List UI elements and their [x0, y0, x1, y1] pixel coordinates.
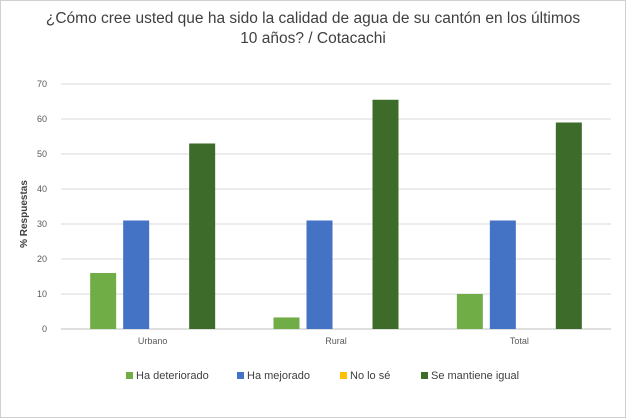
legend-label: Se mantiene igual: [431, 370, 519, 382]
legend-swatch: [340, 372, 347, 379]
bar: [273, 317, 300, 329]
bar: [189, 143, 216, 329]
bar: [123, 220, 150, 329]
legend-swatch: [126, 372, 133, 379]
y-tick-label: 70: [37, 79, 47, 89]
y-tick-label: 50: [37, 149, 47, 159]
y-tick-label: 40: [37, 184, 47, 194]
x-tick-label: Rural: [325, 336, 347, 346]
bar: [372, 99, 399, 329]
bar: [456, 294, 483, 329]
x-tick-label: Urbano: [138, 336, 168, 346]
legend-swatch: [237, 372, 244, 379]
bar: [555, 122, 582, 329]
legend-swatch: [421, 372, 428, 379]
y-tick-label: 60: [37, 114, 47, 124]
y-tick-label: 10: [37, 289, 47, 299]
bars: [90, 99, 582, 329]
y-axis-ticks: 0 10 20 30 40 50 60 70: [37, 79, 47, 334]
bar: [90, 273, 117, 329]
legend: Ha deteriorado Ha mejorado No lo sé Se mant…: [126, 370, 519, 382]
x-axis-ticks: Urbano Rural Total: [138, 336, 529, 346]
bar: [306, 220, 333, 329]
y-axis-title: % Respuestas: [19, 180, 30, 248]
gridlines: [61, 83, 611, 330]
y-tick-label: 0: [42, 324, 47, 334]
legend-label: Ha deteriorado: [136, 370, 209, 382]
chart-title: ¿Cómo cree usted que ha sido la calidad …: [45, 10, 581, 47]
x-tick-label: Total: [510, 336, 529, 346]
legend-label: Ha mejorado: [247, 370, 310, 382]
bar: [489, 220, 516, 329]
y-tick-label: 30: [37, 219, 47, 229]
legend-label: No lo sé: [350, 370, 390, 382]
y-tick-label: 20: [37, 254, 47, 264]
